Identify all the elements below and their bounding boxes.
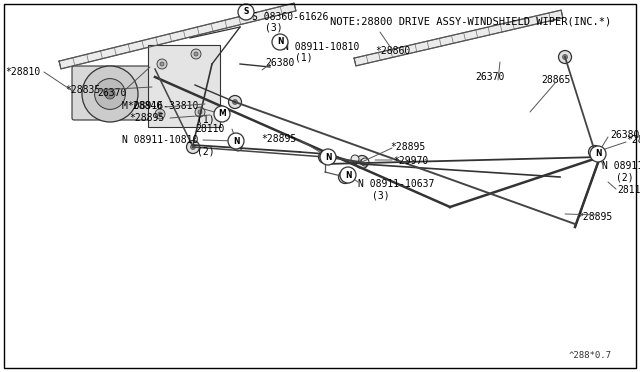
Circle shape [95,78,125,109]
Text: N: N [276,38,284,46]
Circle shape [340,167,356,183]
Circle shape [198,110,202,114]
Text: N: N [345,170,351,180]
Circle shape [559,51,572,64]
Text: *29970: *29970 [393,156,428,166]
Text: *28860: *28860 [376,46,411,56]
Text: *28835: *28835 [65,85,100,95]
Circle shape [351,155,359,163]
Text: (1): (1) [295,53,312,63]
Text: 28865: 28865 [541,75,571,85]
Polygon shape [354,10,563,66]
Text: M 08916-33810: M 08916-33810 [122,101,198,111]
Circle shape [228,133,244,149]
Text: (2): (2) [616,173,634,183]
Circle shape [160,62,164,66]
Text: *28840: *28840 [128,101,163,111]
Circle shape [593,150,598,154]
Text: *28875: *28875 [626,135,640,145]
Circle shape [82,66,138,122]
Text: N 08911-10810: N 08911-10810 [602,161,640,171]
Circle shape [105,89,115,99]
Circle shape [238,4,254,20]
Polygon shape [59,3,296,69]
Text: N: N [233,137,239,145]
Circle shape [195,107,205,117]
Circle shape [214,106,230,122]
Circle shape [360,160,365,164]
Text: *28895: *28895 [262,134,297,144]
Text: 26370: 26370 [97,88,127,98]
Circle shape [339,170,351,183]
Circle shape [319,151,332,164]
Text: 28110: 28110 [617,185,640,195]
Text: N: N [324,153,332,161]
Circle shape [590,146,606,162]
Circle shape [191,49,201,59]
Circle shape [155,109,165,119]
Circle shape [272,34,288,50]
Text: N 08911-10637: N 08911-10637 [358,179,435,189]
FancyBboxPatch shape [72,66,151,120]
Text: N: N [595,150,601,158]
Text: M: M [218,109,226,119]
Text: (1): (1) [197,114,215,124]
Text: *28810: *28810 [4,67,40,77]
Circle shape [355,155,369,169]
Circle shape [158,112,162,116]
Circle shape [323,154,328,160]
Circle shape [157,59,167,69]
Text: *28895: *28895 [130,113,165,123]
Circle shape [361,158,369,166]
Circle shape [194,52,198,56]
Text: 26380: 26380 [265,58,294,68]
FancyBboxPatch shape [148,45,220,127]
Text: N 08911-10810: N 08911-10810 [283,42,360,52]
Circle shape [234,143,242,151]
Text: S 08360-61626: S 08360-61626 [252,12,328,22]
Text: (3): (3) [372,191,390,201]
Text: S: S [243,7,249,16]
Text: N 08911-10810: N 08911-10810 [122,135,198,145]
Circle shape [186,141,200,154]
Circle shape [232,99,237,105]
Text: (3): (3) [265,23,283,33]
Circle shape [563,55,568,60]
Circle shape [589,145,602,158]
Circle shape [228,96,241,109]
Circle shape [191,144,195,150]
Text: NOTE:28800 DRIVE ASSY-WINDSHIELD WIPER(INC.*): NOTE:28800 DRIVE ASSY-WINDSHIELD WIPER(I… [330,16,611,26]
Text: 26380: 26380 [610,130,639,140]
Text: ^288*0.7: ^288*0.7 [568,351,611,360]
Text: (2): (2) [197,147,215,157]
Circle shape [342,174,348,180]
Text: *28895: *28895 [577,212,612,222]
Circle shape [326,151,334,159]
Circle shape [320,149,336,165]
Text: 28110: 28110 [196,124,225,134]
Text: 26370: 26370 [476,72,505,82]
Text: *28895: *28895 [390,142,425,152]
